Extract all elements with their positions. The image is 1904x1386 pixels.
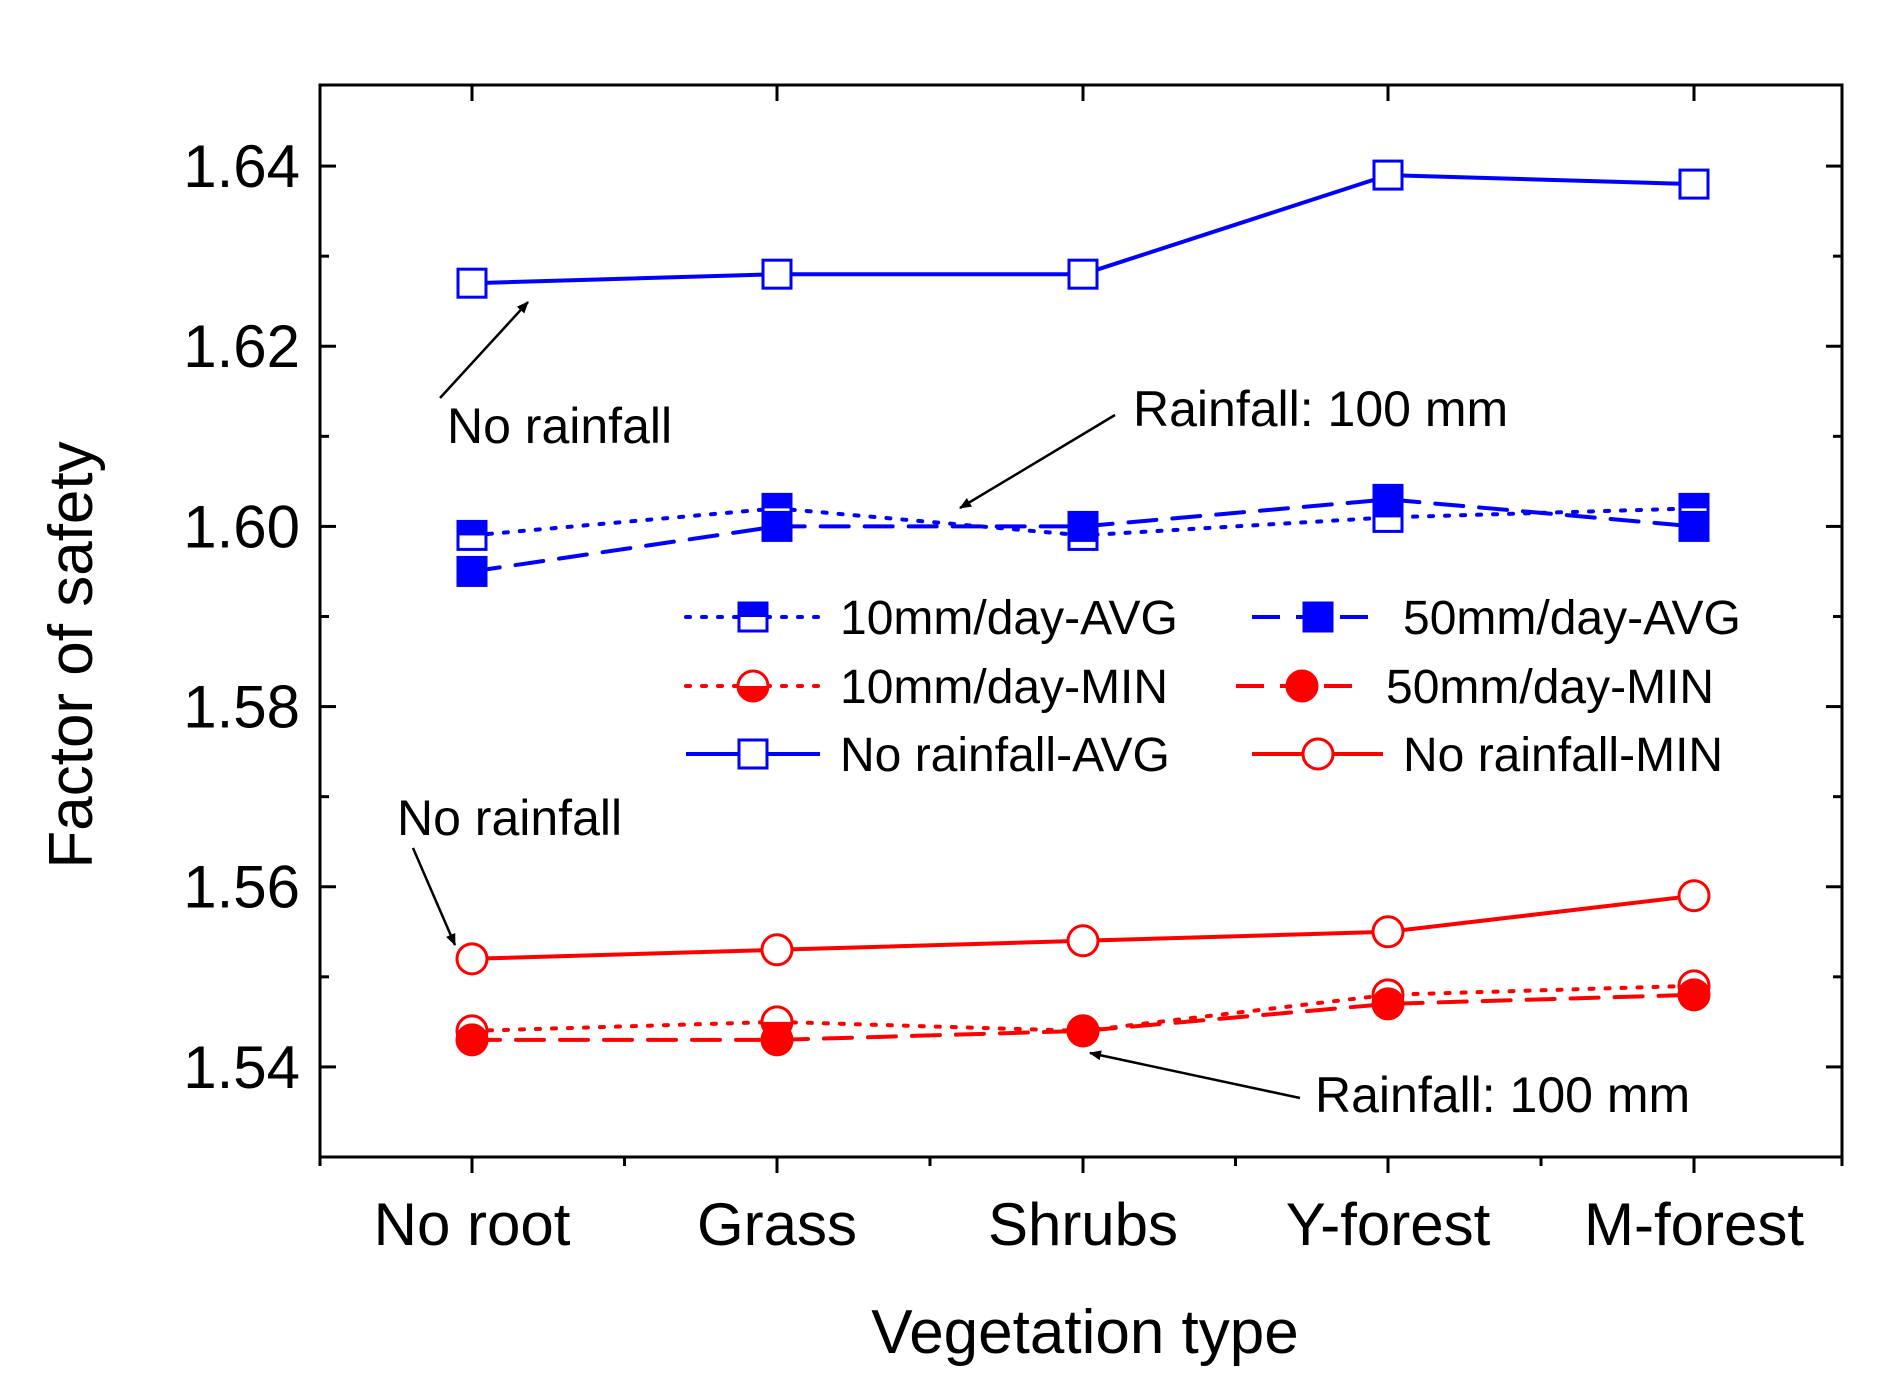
x-axis-title: Vegetation type xyxy=(871,1298,1298,1367)
legend-item-10mm-avg: 10mm/day-AVG xyxy=(684,592,1178,645)
data-point-half-square xyxy=(456,519,488,551)
data-point-open-circle xyxy=(1371,915,1405,949)
data-point-filled-circle xyxy=(1371,987,1405,1021)
legend-label-50mm-avg: 50mm/day-AVG xyxy=(1403,592,1741,645)
legend-item-norain-min: No rainfall-MIN xyxy=(1252,729,1723,782)
plot-area-frame xyxy=(318,83,1844,1159)
annotation-bottom-rainfall-arrow xyxy=(1089,1050,1301,1100)
y-tick-label: 1.60 xyxy=(183,493,300,560)
annotation-top-rainfall-arrow xyxy=(959,413,1116,510)
data-point-filled-circle xyxy=(760,1023,794,1057)
annotation-bottom-no-rainfall: No rainfall xyxy=(397,790,622,846)
legend-item-10mm-min: 10mm/day-MIN xyxy=(684,661,1168,714)
series-line-3 xyxy=(470,992,1696,1042)
data-point-open-circle xyxy=(455,942,489,976)
annotation-bottom-no-rainfall-arrow xyxy=(411,847,457,946)
legend-marker-half-circle xyxy=(736,669,770,703)
y-tick-label: 1.64 xyxy=(183,133,300,200)
data-point-open-square xyxy=(1067,258,1099,290)
legend-label-10mm-min: 10mm/day-MIN xyxy=(840,661,1168,714)
legend-marker-open-circle xyxy=(1301,737,1335,771)
legend-item-50mm-min: 50mm/day-MIN xyxy=(1236,661,1714,714)
data-point-open-square xyxy=(1678,168,1710,200)
annotation-top-no-rainfall: No rainfall xyxy=(447,398,672,454)
legend-marker-filled-square xyxy=(1302,601,1334,633)
annotation-top-rainfall: Rainfall: 100 mm xyxy=(1133,381,1508,437)
legend-marker-half-square xyxy=(737,601,769,633)
data-point-open-square xyxy=(761,258,793,290)
y-tick-label: 1.62 xyxy=(183,313,300,380)
data-point-open-square xyxy=(456,267,488,299)
series-markers xyxy=(455,159,1711,1057)
annotation-top-no-rainfall-arrow xyxy=(439,301,529,399)
x-tick-label: No root xyxy=(374,1191,571,1258)
data-point-filled-circle xyxy=(1066,1014,1100,1048)
legend-label-norain-min: No rainfall-MIN xyxy=(1403,729,1723,782)
legend-marker-open-square xyxy=(737,738,769,770)
y-tick-label: 1.56 xyxy=(183,854,300,921)
y-axis-title: Factor of safety xyxy=(37,441,106,868)
annotations: No rainfall Rainfall: 100 mm No rainfall… xyxy=(397,301,1690,1123)
data-point-filled-square xyxy=(761,510,793,542)
data-point-filled-square xyxy=(1067,510,1099,542)
legend-item-50mm-avg: 50mm/day-AVG xyxy=(1252,592,1741,645)
legend: 10mm/day-AVG 50mm/day-AVG 10mm/day-MIN 5… xyxy=(684,592,1741,782)
annotation-bottom-rainfall: Rainfall: 100 mm xyxy=(1315,1067,1690,1123)
data-point-filled-square xyxy=(1372,483,1404,515)
legend-label-50mm-min: 50mm/day-MIN xyxy=(1386,661,1714,714)
data-point-filled-circle xyxy=(455,1023,489,1057)
legend-label-10mm-avg: 10mm/day-AVG xyxy=(840,592,1178,645)
legend-label-norain-avg: No rainfall-AVG xyxy=(840,729,1170,782)
data-point-open-circle xyxy=(760,933,794,967)
axis-ticks: 1.54 1.56 1.58 1.60 1.62 1.64 No root Grass Shru… xyxy=(183,85,1844,1258)
x-tick-label: Shrubs xyxy=(988,1191,1178,1258)
data-point-filled-circle xyxy=(1677,978,1711,1012)
data-point-open-circle xyxy=(1677,879,1711,913)
legend-item-norain-avg: No rainfall-AVG xyxy=(686,729,1170,782)
y-tick-label: 1.58 xyxy=(183,674,300,741)
data-point-filled-square xyxy=(456,555,488,587)
data-point-open-circle xyxy=(1066,924,1100,958)
x-tick-label: Y-forest xyxy=(1286,1191,1491,1258)
x-tick-label: Grass xyxy=(697,1191,857,1258)
data-point-filled-square xyxy=(1678,510,1710,542)
y-tick-label: 1.54 xyxy=(183,1034,300,1101)
data-point-open-square xyxy=(1372,159,1404,191)
x-tick-label: M-forest xyxy=(1584,1191,1804,1258)
plot-frame xyxy=(318,83,1844,1159)
legend-marker-filled-circle xyxy=(1285,669,1319,703)
